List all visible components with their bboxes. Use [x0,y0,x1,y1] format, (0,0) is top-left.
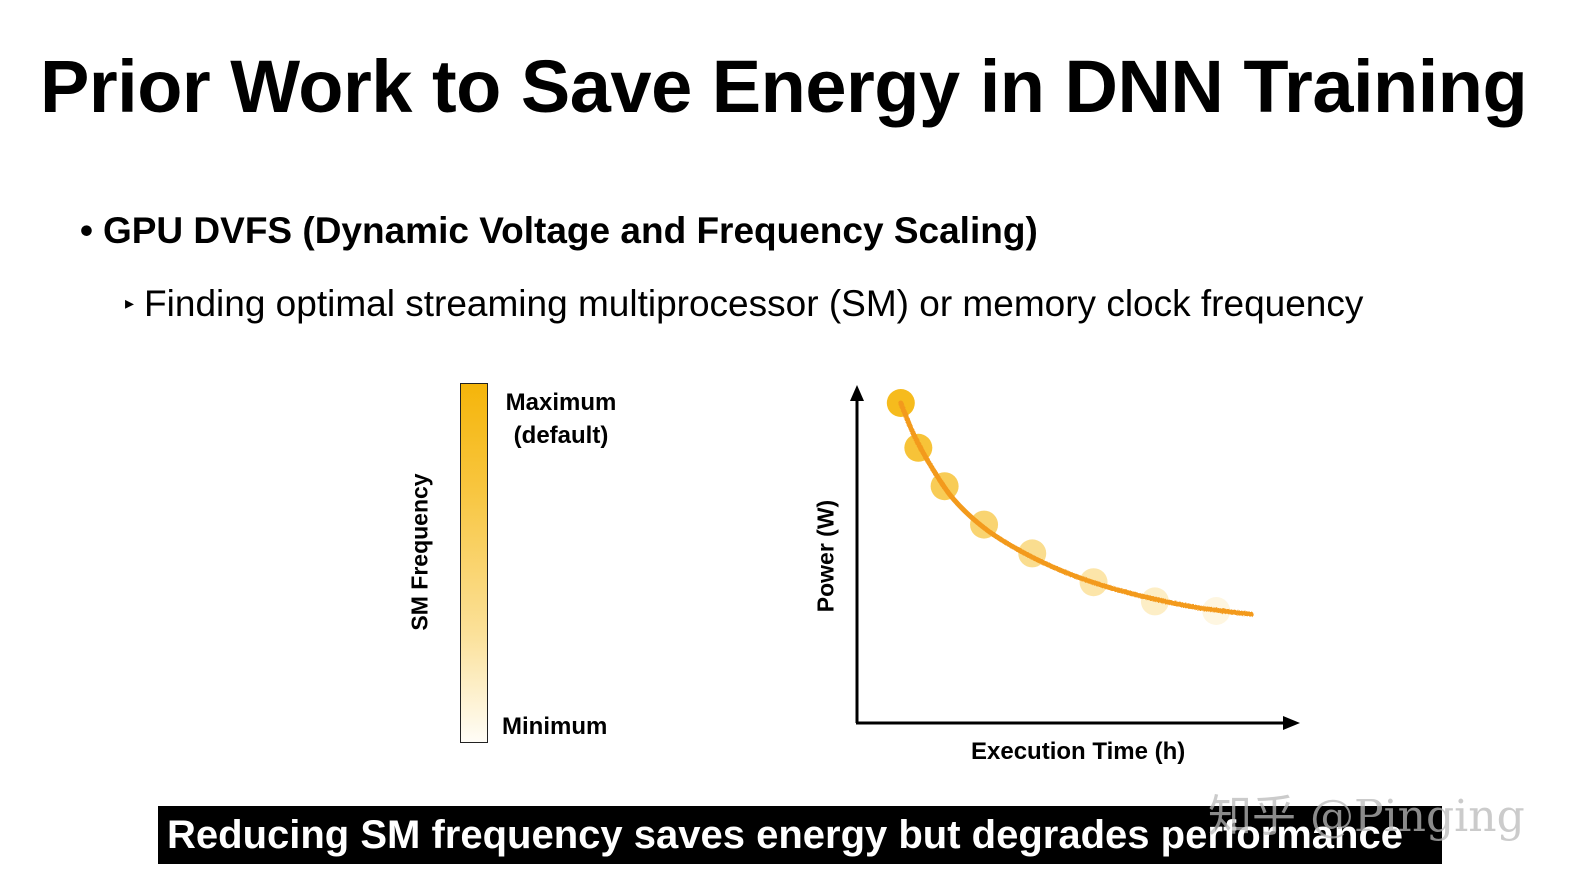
y-axis-label-text: Power (W) [812,499,839,613]
y-axis-arrow [850,385,864,401]
power-vs-time-chart [850,385,1300,730]
triangle-bullet-icon: ▸ [125,293,135,313]
sm-frequency-gradient-bar [460,383,488,743]
x-axis-arrow [1283,716,1300,730]
frequency-maximum-line1: Maximum [505,389,617,416]
sub-bullet-text: Finding optimal streaming multiprocessor… [144,283,1364,324]
bullet-dvfs: • GPU DVFS (Dynamic Voltage and Frequency… [80,210,1038,252]
watermark-text: 知乎 @Pinging [1208,791,1525,842]
frequency-minimum-label: Minimum [502,713,608,740]
frequency-maximum-line2: (default) [513,422,609,449]
power-trend-curve [898,400,1254,617]
slide-title: Prior Work to Save Energy in DNN Trainin… [40,45,1528,128]
x-axis-label: Execution Time (h) [971,738,1186,765]
data-points [886,389,1231,625]
bullet-dvfs-text: GPU DVFS (Dynamic Voltage and Frequency … [102,210,1038,251]
video-caption: Reducing SM frequency saves energy but d… [158,806,1442,864]
bullet-dot-icon: • [80,210,93,251]
sm-frequency-axis-label-text: SM Frequency [406,473,433,631]
sub-bullet-clock-frequency: ▸ Finding optimal streaming multiprocesso… [125,283,1363,325]
frequency-maximum-label: Maximum (default) [499,386,623,452]
